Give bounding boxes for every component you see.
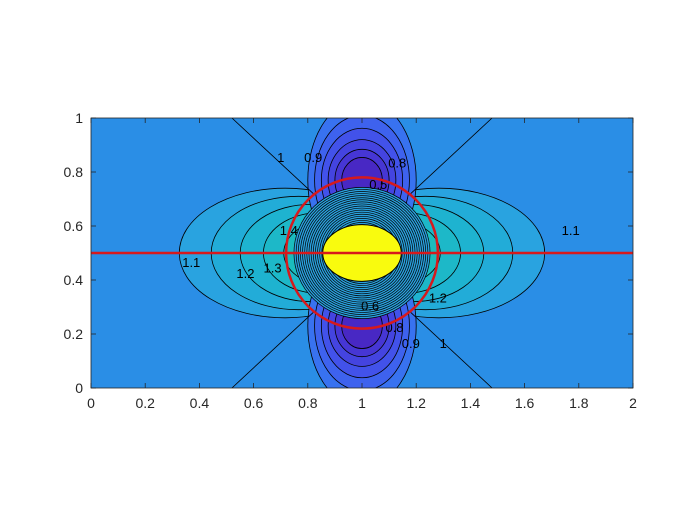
y-tick-label: 0.2 [64, 326, 84, 342]
x-tick-label: 1 [358, 395, 366, 411]
x-tick-label: 1.2 [406, 395, 426, 411]
plot-area [91, 118, 633, 388]
y-tick-label: 0 [75, 380, 83, 396]
contour-label: 1.2 [429, 290, 447, 305]
contour-label: 1 [440, 336, 447, 351]
contour-line-diagonal [410, 118, 493, 194]
x-tick-label: 1.8 [569, 395, 589, 411]
contour-label: 1.2 [236, 266, 254, 281]
x-tick-label: 1.4 [461, 395, 481, 411]
contour-line-diagonal [231, 312, 314, 388]
y-tick-label: 0.6 [64, 218, 84, 234]
contour-label: 1.1 [562, 223, 580, 238]
x-tick-label: 1.6 [515, 395, 535, 411]
x-tick-label: 2 [629, 395, 637, 411]
overlays [91, 176, 633, 330]
contour-label: 1 [277, 150, 284, 165]
x-tick-label: 0.4 [190, 395, 210, 411]
contour-label: 0.8 [388, 155, 406, 170]
y-tick-label: 0.8 [64, 164, 84, 180]
contour-labels: 1 0.9 0.80.51.11.11.2 1.31.41.20.80.9 10.6 [182, 150, 579, 351]
contour-label: 0.6 [361, 298, 379, 313]
contour-label: 1.3 [264, 261, 282, 276]
x-tick-label: 0.2 [135, 395, 155, 411]
axes: 0 0.2 0.4 0.6 0.8 1 1.2 1.4 1.6 1.8 2 0 0.2 0.4 0.6 0.8… [64, 110, 638, 411]
contour-label: 0.9 [402, 336, 420, 351]
y-tick-label: 0.4 [64, 272, 84, 288]
contour-label: 0.9 [304, 150, 322, 165]
x-tick-label: 0.6 [244, 395, 264, 411]
y-tick-label: 1 [75, 110, 83, 126]
x-tick-label: 0 [87, 395, 95, 411]
contour-line-diagonal [410, 312, 493, 388]
contour-line-diagonal [231, 118, 314, 194]
x-tick-label: 0.8 [298, 395, 318, 411]
contour-label: 1.1 [182, 255, 200, 270]
